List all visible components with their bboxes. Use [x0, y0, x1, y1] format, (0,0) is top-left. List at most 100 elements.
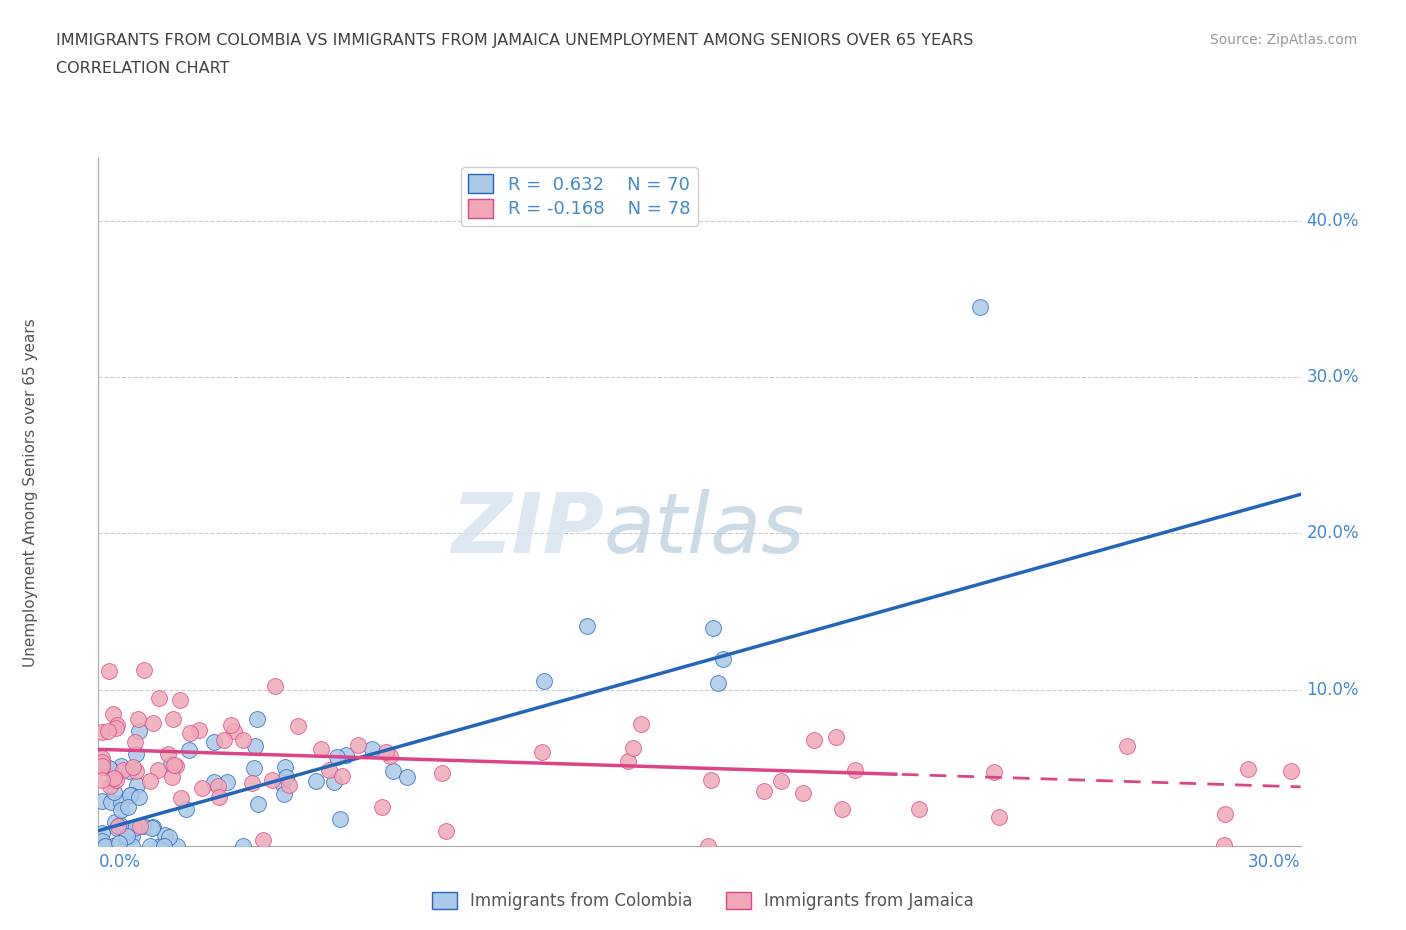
Point [1212, 837, 1234, 852]
Point [232, 839, 254, 854]
Point [983, 764, 1005, 779]
Point [378, 749, 401, 764]
Point [322, 774, 344, 789]
Point [430, 766, 453, 781]
Point [91, 759, 114, 774]
Point [103, 771, 125, 786]
Point [128, 724, 150, 738]
Point [105, 721, 128, 736]
Point [121, 839, 143, 854]
Point [110, 817, 132, 832]
Point [124, 747, 146, 762]
Point [104, 815, 127, 830]
Point [166, 839, 188, 854]
Point [179, 725, 201, 740]
Text: Unemployment Among Seniors over 65 years: Unemployment Among Seniors over 65 years [24, 319, 38, 668]
Point [240, 776, 263, 790]
Point [91, 839, 114, 854]
Point [118, 764, 141, 779]
Point [844, 763, 866, 777]
Point [309, 741, 332, 756]
Point [153, 839, 176, 854]
Point [247, 796, 270, 811]
Point [120, 788, 142, 803]
Point [157, 746, 180, 761]
Point [91, 751, 114, 765]
Text: atlas: atlas [603, 489, 806, 570]
Point [142, 819, 165, 834]
Point [370, 800, 392, 815]
Point [792, 785, 814, 800]
Point [122, 759, 145, 774]
Point [202, 735, 225, 750]
Point [707, 675, 730, 690]
Point [271, 776, 294, 790]
Point [208, 790, 231, 804]
Point [360, 741, 382, 756]
Point [101, 706, 124, 721]
Point [264, 679, 287, 694]
Point [91, 754, 114, 769]
Point [98, 761, 121, 776]
Legend: Immigrants from Colombia, Immigrants from Jamaica: Immigrants from Colombia, Immigrants fro… [425, 885, 981, 917]
Point [94, 839, 117, 854]
Point [347, 737, 370, 752]
Point [219, 718, 242, 733]
Point [162, 711, 184, 726]
Point [91, 833, 114, 848]
Point [273, 787, 295, 802]
Point [117, 823, 139, 838]
Point [696, 839, 718, 854]
Point [91, 826, 114, 841]
Point [202, 775, 225, 790]
Point [374, 745, 396, 760]
Point [381, 764, 404, 778]
Point [1213, 807, 1236, 822]
Point [287, 718, 309, 733]
Point [103, 785, 125, 800]
Point [105, 717, 128, 732]
Point [165, 759, 187, 774]
Point [110, 758, 132, 773]
Point [132, 663, 155, 678]
Point [243, 761, 266, 776]
Point [117, 800, 139, 815]
Point [118, 788, 141, 803]
Point [824, 730, 846, 745]
Point [531, 744, 554, 759]
Point [243, 738, 266, 753]
Point [702, 620, 724, 635]
Point [277, 778, 299, 793]
Text: 30.0%: 30.0% [1249, 853, 1301, 871]
Point [621, 741, 644, 756]
Text: 30.0%: 30.0% [1306, 368, 1360, 386]
Point [148, 763, 170, 777]
Point [803, 732, 825, 747]
Point [162, 770, 184, 785]
Point [131, 818, 153, 833]
Point [121, 829, 143, 844]
Point [148, 691, 170, 706]
Point [174, 802, 197, 817]
Point [576, 618, 599, 633]
Point [115, 830, 138, 844]
Point [274, 770, 297, 785]
Point [149, 839, 172, 854]
Point [232, 732, 254, 747]
Point [396, 770, 419, 785]
Point [111, 763, 134, 777]
Point [252, 832, 274, 847]
Point [91, 772, 114, 787]
Point [110, 795, 132, 810]
Point [434, 824, 457, 839]
Point [97, 724, 120, 738]
Point [305, 774, 328, 789]
Point [100, 794, 122, 809]
Point [138, 773, 160, 788]
Text: 0.0%: 0.0% [98, 853, 141, 871]
Point [157, 830, 180, 844]
Point [110, 803, 132, 817]
Point [217, 775, 239, 790]
Point [770, 774, 793, 789]
Point [128, 790, 150, 804]
